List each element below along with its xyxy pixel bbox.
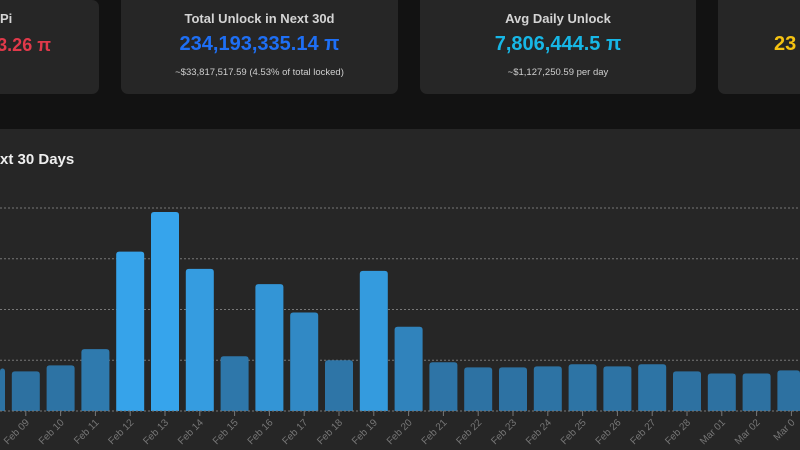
- bar: [290, 312, 319, 411]
- bar: [638, 364, 667, 411]
- bar: [673, 371, 701, 411]
- card-value: 23: [774, 33, 797, 55]
- x-tick-label: Feb 18: [315, 417, 345, 447]
- stat-card-price: Pi 3.26 π: [0, 0, 99, 94]
- x-tick-label: Feb 27: [629, 417, 659, 447]
- x-tick-label: Feb 13: [141, 417, 171, 447]
- stat-card-total-unlock: Total Unlock in Next 30d 234,193,335.14 …: [121, 0, 398, 94]
- x-tick-label: Feb 26: [594, 417, 624, 447]
- bar: [116, 251, 145, 411]
- stat-card-fourth: 23: [718, 0, 800, 94]
- bar: [46, 365, 75, 411]
- x-tick-label: Mar 01: [698, 417, 728, 447]
- x-tick-label: Feb 11: [72, 417, 102, 447]
- x-tick-label: Feb 14: [176, 417, 206, 447]
- stat-card-avg-daily: Avg Daily Unlock 7,806,444.5 π ~$1,127,2…: [420, 0, 696, 94]
- x-tick-label: Feb 24: [524, 417, 554, 447]
- bar: [603, 366, 632, 411]
- bar: [777, 370, 800, 411]
- x-tick-label: Feb 20: [385, 417, 415, 447]
- card-value: 3.26 π: [0, 35, 51, 55]
- bar: [325, 360, 353, 411]
- x-tick-label: Feb 10: [37, 417, 67, 447]
- bar: [255, 284, 284, 411]
- bar: [185, 268, 214, 411]
- x-tick-label: Feb 21: [420, 417, 450, 447]
- card-title: Avg Daily Unlock: [505, 11, 611, 26]
- bar: [0, 368, 5, 411]
- card-subtitle: ~$33,817,517.59 (4.53% of total locked): [175, 67, 344, 78]
- x-tick-label: Feb 19: [350, 417, 380, 447]
- bar: [151, 212, 179, 411]
- x-tick-label: Mar 02: [733, 417, 763, 447]
- bar: [707, 373, 736, 411]
- x-tick-label: Feb 25: [559, 417, 589, 447]
- chart-title: xt 30 Days: [0, 151, 75, 168]
- x-tick-label: Feb 17: [281, 417, 311, 447]
- bar: [81, 349, 110, 411]
- bar: [568, 364, 597, 411]
- x-tick-label: Feb 09: [2, 417, 32, 447]
- bar: [11, 371, 40, 411]
- card-value: 234,193,335.14 π: [179, 33, 340, 55]
- x-tick-label: Feb 28: [663, 417, 693, 447]
- bar: [499, 367, 527, 411]
- bar: [394, 326, 423, 411]
- bar: [742, 373, 771, 411]
- bar: [429, 362, 458, 411]
- x-tick-label: Feb 22: [455, 417, 485, 447]
- bar: [359, 270, 388, 411]
- card-value: 7,806,444.5 π: [494, 33, 622, 55]
- card-title: Total Unlock in Next 30d: [184, 11, 335, 26]
- card-title: Pi: [0, 11, 13, 26]
- x-tick-label: Feb 15: [211, 417, 241, 447]
- x-tick-label: Mar 0: [772, 417, 798, 443]
- bar: [220, 356, 249, 411]
- x-tick-label: Feb 16: [246, 417, 276, 447]
- bar: [533, 366, 562, 411]
- x-tick-label: Feb 12: [107, 417, 137, 447]
- card-subtitle: ~$1,127,250.59 per day: [507, 67, 609, 78]
- x-tick-label: Feb 23: [489, 417, 519, 447]
- bar: [464, 367, 493, 411]
